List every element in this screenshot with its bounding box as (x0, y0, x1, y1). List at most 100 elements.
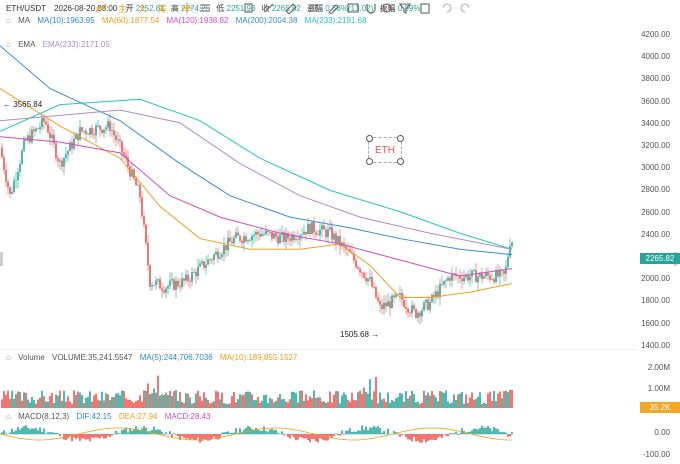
candle (17, 172, 19, 181)
redo-icon[interactable] (458, 2, 472, 14)
handle-tl[interactable] (366, 135, 373, 142)
filter-icon[interactable] (398, 2, 412, 14)
line-tool-icon[interactable] (262, 2, 276, 14)
price-tick: 2000.00 (641, 274, 670, 284)
macd-bar (229, 433, 231, 435)
macd-bar (201, 434, 203, 441)
macd-bar (407, 434, 409, 440)
handle-bl[interactable] (366, 158, 373, 165)
macd-bar (331, 434, 333, 439)
main-toggle[interactable]: 主 (118, 4, 128, 14)
copy-icon[interactable] (242, 2, 256, 14)
macd-bar (149, 431, 151, 435)
macd-chart[interactable] (0, 422, 636, 462)
volume-bar (263, 395, 265, 408)
candle (321, 225, 323, 230)
candle (465, 274, 467, 278)
chip-toggle[interactable]: 筹 (158, 4, 168, 14)
volume-bar (85, 397, 87, 408)
bell-icon[interactable]: ⌂ (6, 353, 11, 362)
rect-icon[interactable] (346, 2, 360, 14)
volume-bar (379, 392, 381, 408)
candle (507, 256, 509, 267)
macd-bar (137, 429, 139, 435)
volume-bar (81, 395, 83, 408)
volume-bar (27, 399, 29, 408)
macd-bar (333, 434, 335, 436)
pen-icon[interactable] (326, 2, 340, 14)
big-toggle[interactable]: 大 (138, 4, 148, 14)
candle (401, 293, 403, 301)
macd-bar (257, 429, 259, 435)
candle (435, 291, 437, 298)
candle (225, 245, 227, 251)
indicator-icon[interactable] (94, 2, 108, 14)
ma-legend: ⌂ MA MA(10):1963.95 MA(60):1877.54 MA(12… (6, 16, 371, 25)
eth-logo-box[interactable]: ETH (366, 135, 404, 165)
bell-icon[interactable]: ⌂ (6, 40, 11, 49)
macd-bar (475, 428, 477, 435)
volume-chart[interactable] (0, 364, 636, 410)
crosshair-icon[interactable] (180, 2, 194, 14)
ruler-icon[interactable] (284, 2, 298, 14)
fib-icon[interactable] (306, 2, 320, 14)
macd-bar (503, 431, 505, 435)
volume-bar (209, 403, 211, 408)
macd-bar (119, 433, 121, 435)
volume-tag: 35.2K (640, 402, 680, 413)
amp-label: 振幅 (379, 4, 396, 13)
price-tick: 1800.00 (641, 296, 670, 306)
high-marker: ← 3565.84 (3, 100, 43, 109)
macd-bar (151, 430, 153, 435)
price-tick: 4000.00 (641, 52, 670, 62)
macd-bar (193, 434, 195, 440)
undo-icon[interactable] (440, 2, 454, 14)
candle (311, 221, 313, 235)
volume-bar (319, 397, 321, 408)
volume-bar (267, 403, 269, 408)
macd-bar (97, 434, 99, 438)
macd-bar (77, 434, 79, 438)
candlestick-chart[interactable] (0, 45, 636, 345)
volume-bar (279, 394, 281, 408)
candle (363, 272, 365, 278)
dea-value: DEA:27.94 (118, 412, 158, 421)
macd-value: MACD:28.43 (164, 412, 211, 421)
candle (297, 239, 299, 240)
candle (121, 141, 123, 153)
magnet-icon[interactable] (364, 2, 378, 14)
ema233-line (0, 109, 513, 250)
scroll-left-handle[interactable] (0, 252, 3, 266)
volume-bar (485, 403, 487, 408)
volume-bar (77, 391, 79, 408)
volume-bar (471, 392, 473, 408)
candle (289, 238, 291, 241)
volume-bar (399, 393, 401, 408)
volume-bar (285, 401, 287, 408)
candle (273, 233, 275, 239)
bell-icon[interactable]: ⌂ (6, 412, 11, 421)
candle (95, 125, 97, 136)
clipboard-icon[interactable] (418, 2, 432, 14)
list-icon[interactable] (198, 2, 212, 14)
macd-bar (63, 434, 65, 440)
candle (219, 257, 221, 259)
candle (251, 236, 253, 241)
bell-icon[interactable]: ⌂ (6, 16, 11, 25)
macd-bar (39, 427, 41, 435)
macd-bar (299, 434, 301, 437)
volume-bar (79, 392, 81, 408)
candle (207, 259, 209, 265)
handle-tr[interactable] (397, 135, 404, 142)
volume-bar (43, 396, 45, 408)
candle (379, 301, 381, 305)
wave-icon[interactable] (380, 2, 394, 14)
candle (381, 304, 383, 310)
volume-bar (313, 390, 315, 408)
pane-divider[interactable] (0, 349, 636, 350)
macd-bar (411, 434, 413, 442)
candle (287, 232, 289, 239)
candle (433, 294, 435, 298)
candle (339, 236, 341, 247)
handle-br[interactable] (397, 158, 404, 165)
